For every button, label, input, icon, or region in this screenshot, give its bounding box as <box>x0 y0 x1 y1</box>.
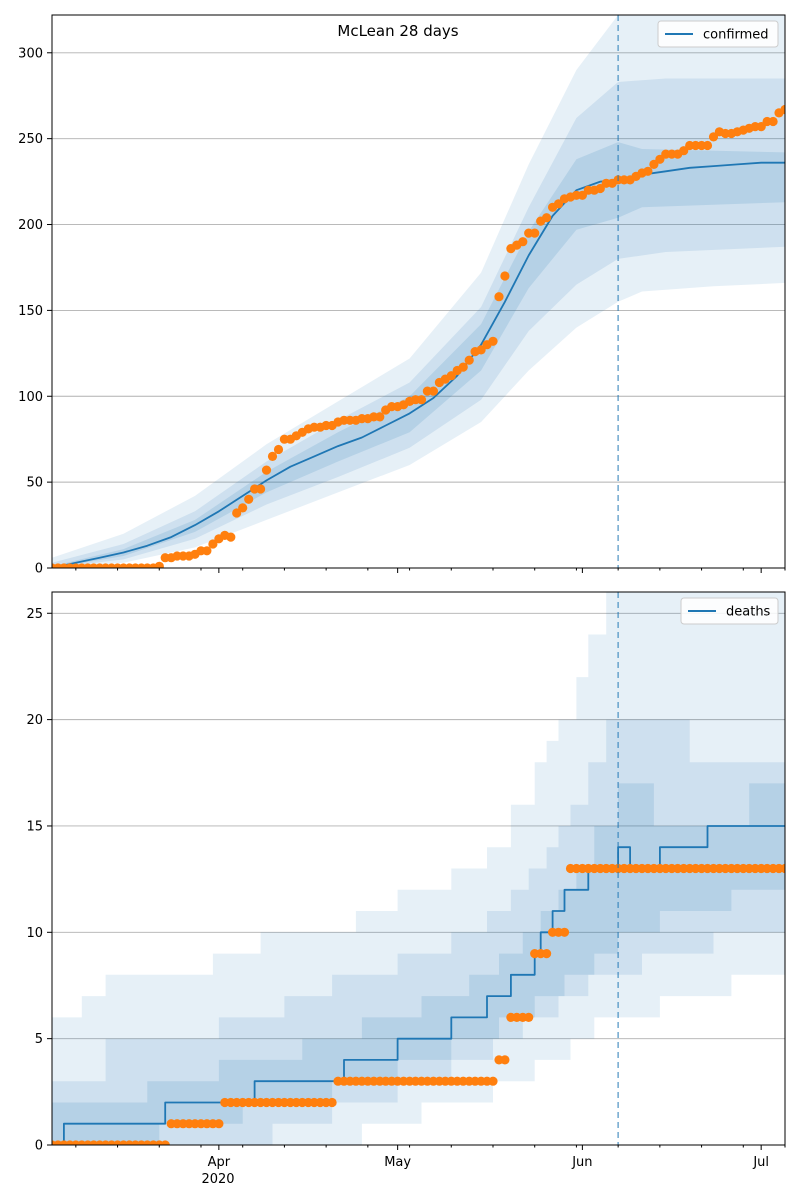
confirmed-chart: 0 50 100 150 200 250 300 McLean 28 days confir… <box>18 14 786 577</box>
confirmed-observed-point <box>154 561 164 568</box>
confirmed-observed-points <box>52 104 785 568</box>
confirmed-uncertainty-bands <box>52 15 785 568</box>
confirmed-observed-point <box>643 166 653 176</box>
confirmed-x-ticks <box>75 568 786 573</box>
confirmed-observed-point <box>428 386 438 396</box>
confirmed-observed-point <box>261 465 272 475</box>
confirmed-observed-point <box>530 228 540 238</box>
confirmed-observed-point <box>208 539 218 549</box>
confirmed-observed-point <box>458 362 468 372</box>
confirmed-y-tick-label: 100 <box>18 390 43 405</box>
confirmed-observed-point <box>226 532 236 542</box>
confirmed-observed-point <box>244 494 254 504</box>
confirmed-observed-point <box>273 444 284 455</box>
confirmed-band-middle <box>52 78 785 568</box>
confirmed-observed-point <box>232 508 242 518</box>
confirmed-observed-point <box>375 412 385 422</box>
confirmed-band-outer <box>52 15 785 568</box>
chart-title: McLean 28 days <box>337 22 458 40</box>
deaths-chart: 0 5 10 15 20 25 Apr May Jun Jul deaths 2020 <box>26 591 786 1187</box>
deaths-observed-point <box>160 1140 170 1145</box>
deaths-observed-point <box>500 1055 510 1065</box>
confirmed-observed-point <box>518 237 528 247</box>
confirmed-observed-point <box>553 199 564 209</box>
confirmed-y-tick-label: 250 <box>18 132 43 147</box>
confirmed-observed-point <box>202 546 212 556</box>
confirmed-observed-point <box>488 336 498 346</box>
deaths-x-ticks: Apr May Jun Jul <box>75 1145 786 1170</box>
confirmed-observed-point <box>446 371 456 381</box>
confirmed-observed-point <box>416 395 427 405</box>
confirmed-observed-point <box>595 183 605 194</box>
deaths-band-middle <box>52 719 785 1145</box>
deaths-band-outer <box>52 592 785 1145</box>
deaths-y-tick-label: 10 <box>26 926 43 941</box>
deaths-y-tick-label: 5 <box>35 1032 43 1047</box>
confirmed-y-tick-label: 200 <box>18 218 43 233</box>
confirmed-observed-point <box>267 451 278 461</box>
deaths-axes-frame <box>51 591 786 1146</box>
confirmed-observed-point <box>500 271 510 281</box>
deaths-plot-border <box>51 591 786 1146</box>
confirmed-plot-border <box>51 14 786 569</box>
deaths-uncertainty-bands <box>52 592 785 1145</box>
deaths-observed-point <box>214 1119 224 1129</box>
confirmed-legend: confirmed <box>657 20 779 48</box>
deaths-model-line <box>52 825 785 1145</box>
x-axis-year-label: 2020 <box>201 1172 234 1187</box>
confirmed-observed-point <box>655 154 665 164</box>
confirmed-observed-point <box>768 116 778 127</box>
deaths-y-ticks: 0 5 10 15 20 25 <box>26 607 52 1154</box>
x-tick-label: Jul <box>752 1155 769 1170</box>
deaths-observed-point <box>327 1097 337 1108</box>
x-tick-label: Apr <box>208 1155 231 1170</box>
confirmed-y-tick-label: 50 <box>26 476 43 491</box>
confirmed-observed-point <box>238 503 248 513</box>
deaths-observed-point <box>488 1076 498 1086</box>
confirmed-observed-point <box>649 159 659 169</box>
confirmed-model-series <box>52 161 785 568</box>
x-tick-label: May <box>384 1155 411 1170</box>
confirmed-observed-point <box>679 146 689 156</box>
deaths-observed-point <box>524 1012 534 1023</box>
confirmed-observed-point <box>702 140 713 151</box>
confirmed-band-inner <box>52 142 785 568</box>
deaths-observed-point <box>542 949 552 959</box>
deaths-observed-points <box>52 863 785 1145</box>
deaths-y-tick-label: 25 <box>26 607 43 622</box>
deaths-y-tick-label: 0 <box>35 1139 43 1154</box>
confirmed-observed-point <box>542 213 552 223</box>
deaths-legend-label: deaths <box>726 605 771 620</box>
confirmed-observed-point <box>464 355 474 365</box>
confirmed-y-ticks: 0 50 100 150 200 250 300 <box>18 46 52 577</box>
deaths-model-series <box>52 825 785 1145</box>
confirmed-observed-point <box>494 292 504 302</box>
confirmed-observed-point <box>256 484 266 494</box>
deaths-band-inner <box>52 783 785 1145</box>
deaths-legend: deaths <box>680 597 779 625</box>
confirmed-y-tick-label: 150 <box>18 304 43 319</box>
confirmed-axes-frame <box>51 14 786 569</box>
confirmed-legend-label: confirmed <box>703 28 769 43</box>
confirmed-y-tick-label: 0 <box>35 562 43 577</box>
confirmed-y-tick-label: 300 <box>18 46 43 61</box>
x-tick-label: Jun <box>571 1155 592 1170</box>
deaths-observed-point <box>780 863 785 874</box>
confirmed-observed-point <box>780 104 785 115</box>
deaths-observed-point <box>559 927 570 937</box>
confirmed-observed-point <box>476 345 486 355</box>
confirmed-model-line <box>52 161 785 568</box>
deaths-y-tick-label: 15 <box>26 819 43 834</box>
deaths-y-tick-label: 20 <box>26 713 43 728</box>
